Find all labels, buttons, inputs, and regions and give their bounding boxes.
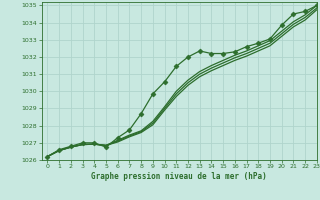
X-axis label: Graphe pression niveau de la mer (hPa): Graphe pression niveau de la mer (hPa) [91, 172, 267, 181]
